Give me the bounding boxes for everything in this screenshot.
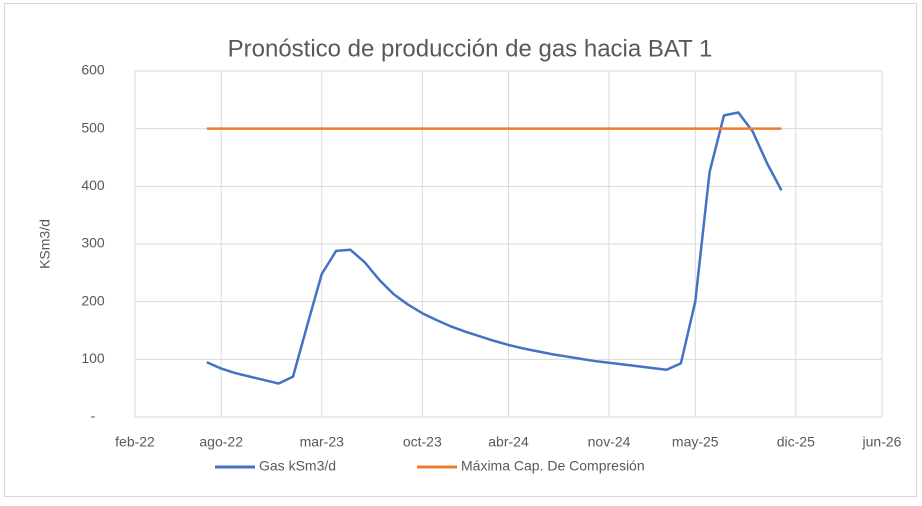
y-tick-label: 100	[81, 350, 105, 366]
x-tick-label: abr-24	[488, 434, 529, 450]
y-tick-label: -	[91, 408, 96, 424]
x-tick-label: oct-23	[403, 434, 442, 450]
chart-border	[4, 3, 917, 497]
chart-title: Pronóstico de producción de gas hacia BA…	[228, 35, 713, 62]
y-axis-label: KSm3/d	[37, 219, 53, 269]
series-line	[206, 111, 783, 385]
x-tick-label: dic-25	[777, 434, 815, 450]
y-tick-label: 300	[81, 235, 105, 251]
y-tick-label: 200	[81, 292, 105, 308]
x-tick-label: may-25	[672, 434, 719, 450]
x-tick-label: mar-23	[300, 434, 345, 450]
y-tick-label: 500	[81, 119, 105, 135]
legend-label: Gas kSm3/d	[259, 458, 336, 474]
x-tick-label: ago-22	[199, 434, 243, 450]
y-tick-label: 600	[81, 62, 105, 78]
legend-label: Máxima Cap. De Compresión	[461, 458, 645, 474]
x-tick-label: jun-26	[862, 434, 902, 450]
x-tick-label: nov-24	[588, 434, 631, 450]
x-tick-label: feb-22	[115, 434, 155, 450]
y-tick-label: 400	[81, 177, 105, 193]
